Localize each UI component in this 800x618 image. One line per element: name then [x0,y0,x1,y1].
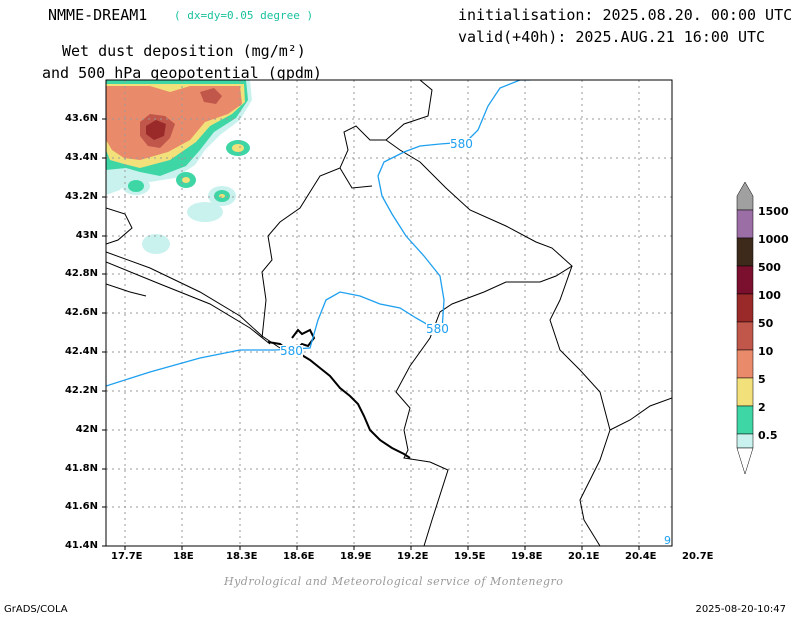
colorbar-label: 100 [758,289,781,302]
y-tick-label: 42.2N [64,385,98,396]
x-tick-label: 18.9E [340,551,372,562]
field-title-line2: and 500 hPa geopotential (gpdm) [42,64,322,82]
colorbar-label: 50 [758,317,774,330]
field-title-line1: Wet dust deposition (mg/m²) [62,42,306,60]
colorbar-swatch-2 [736,405,754,435]
x-tick-label: 18.3E [226,551,258,562]
colorbar-label: 10 [758,345,774,358]
y-tick-label: 42.6N [64,307,98,318]
footer-software: GrADS/COLA [4,604,68,615]
model-name: NMME-DREAM1 [48,6,148,24]
y-tick-label: 43.4N [64,152,98,163]
x-tick-label: 17.7E [111,551,143,562]
y-tick-label: 42.8N [64,268,98,279]
x-tick-label: 20.7E [682,551,714,562]
x-tick-label: 19.8E [511,551,543,562]
colorbar-top-arrow [736,181,754,211]
colorbar-label: 1500 [758,205,789,218]
lat-lon-grid [106,80,672,546]
x-tick-label: 18.6E [283,551,315,562]
x-tick-label: 18E [173,551,194,562]
initialisation-time: initialisation: 2025.08.20. 00:00 UTC [458,6,793,24]
colorbar-swatch-10 [736,349,754,379]
y-tick-label: 43.6N [64,113,98,124]
dust-deposition-shading [106,80,252,254]
colorbar-swatch-0.5 [736,433,754,449]
colorbar-swatch-500 [736,265,754,295]
footer-timestamp: 2025-08-20-10:47 [695,604,786,615]
x-tick-label: 19.2E [397,551,429,562]
colorbar-swatch-1000 [736,237,754,267]
y-tick-label: 43N [75,230,98,241]
y-tick-label: 42N [75,424,98,435]
y-tick-label: 41.8N [64,463,98,474]
valid-time: valid(+40h): 2025.AUG.21 16:00 UTC [458,28,766,46]
credit-text: Hydrological and Meteorological service … [224,575,564,588]
colorbar-label: 0.5 [758,429,778,442]
x-tick-label: 19.5E [454,551,486,562]
colorbar-bottom-arrow [736,447,754,475]
y-tick-label: 41.6N [64,501,98,512]
y-tick-label: 41.4N [64,540,98,551]
y-tick-label: 43.2N [64,191,98,202]
colorbar-label: 500 [758,261,781,274]
contour-label-580-middle: 580 [426,322,449,336]
colorbar-label: 5 [758,373,766,386]
contour-label-580-north: 580 [450,137,473,151]
colorbar-label: 1000 [758,233,789,246]
contour-label-580-west: 580 [280,344,303,358]
x-tick-marks [124,546,640,550]
x-tick-label: 20.1E [568,551,600,562]
contour-edge-label: 9 [664,534,671,547]
colorbar [736,181,754,475]
colorbar-swatch-100 [736,293,754,323]
colorbar-label: 2 [758,401,766,414]
colorbar-swatch-1500 [736,209,754,239]
x-tick-label: 20.4E [625,551,657,562]
country-borders [106,80,672,546]
y-tick-marks [102,118,106,547]
y-tick-label: 42.4N [64,346,98,357]
colorbar-swatch-5 [736,377,754,407]
colorbar-swatch-50 [736,321,754,351]
resolution-note: ( dx=dy=0.05 degree ) [174,9,314,22]
